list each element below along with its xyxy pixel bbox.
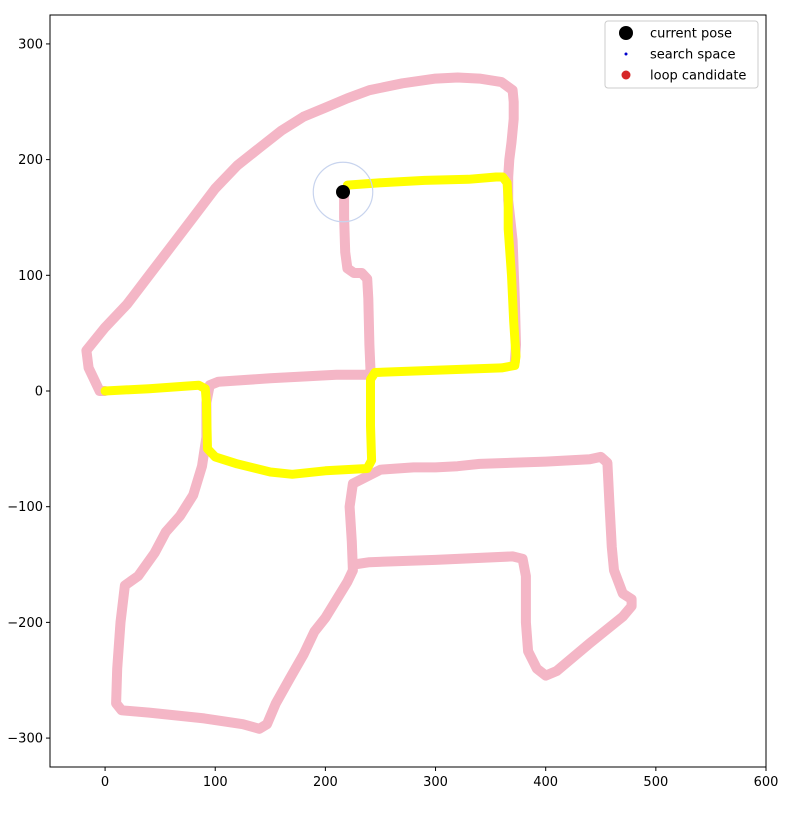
legend: current pose search space loop candidate — [604, 20, 759, 89]
x-tick-label: 500 — [643, 775, 668, 790]
x-tick-label: 100 — [203, 775, 228, 790]
y-tick-label: −300 — [7, 732, 43, 747]
legend-box — [604, 20, 759, 89]
y-tick-label: 200 — [18, 153, 43, 168]
trajectory-path-0 — [111, 187, 637, 734]
legend-label-2: loop candidate — [650, 69, 746, 84]
legend-marker-1 — [624, 52, 628, 56]
x-tick-label: 400 — [533, 775, 558, 790]
axes: 0 100 200 300 400 500 600 −300 −200 −100 0 100 200 30… — [7, 14, 779, 790]
legend-label-1: search space — [650, 48, 735, 63]
x-tick-label: 600 — [754, 775, 779, 790]
current-pose-marker — [336, 185, 351, 200]
legend-marker-2 — [621, 70, 631, 80]
y-tick-label: 300 — [18, 37, 43, 52]
plot-area — [81, 72, 637, 734]
legend-marker-0 — [619, 26, 633, 40]
y-tick-label: 0 — [35, 385, 43, 400]
highlight-path — [100, 172, 521, 479]
y-tick-label: −100 — [7, 500, 43, 515]
x-tick-label: 300 — [423, 775, 448, 790]
trajectory-path-1 — [81, 72, 521, 396]
y-tick-label: −200 — [7, 616, 43, 631]
y-tick-label: 100 — [18, 269, 43, 284]
search-space-circle — [312, 161, 374, 223]
x-tick-label: 0 — [101, 775, 109, 790]
x-tick-label: 200 — [313, 775, 338, 790]
legend-label-0: current pose — [650, 27, 732, 42]
